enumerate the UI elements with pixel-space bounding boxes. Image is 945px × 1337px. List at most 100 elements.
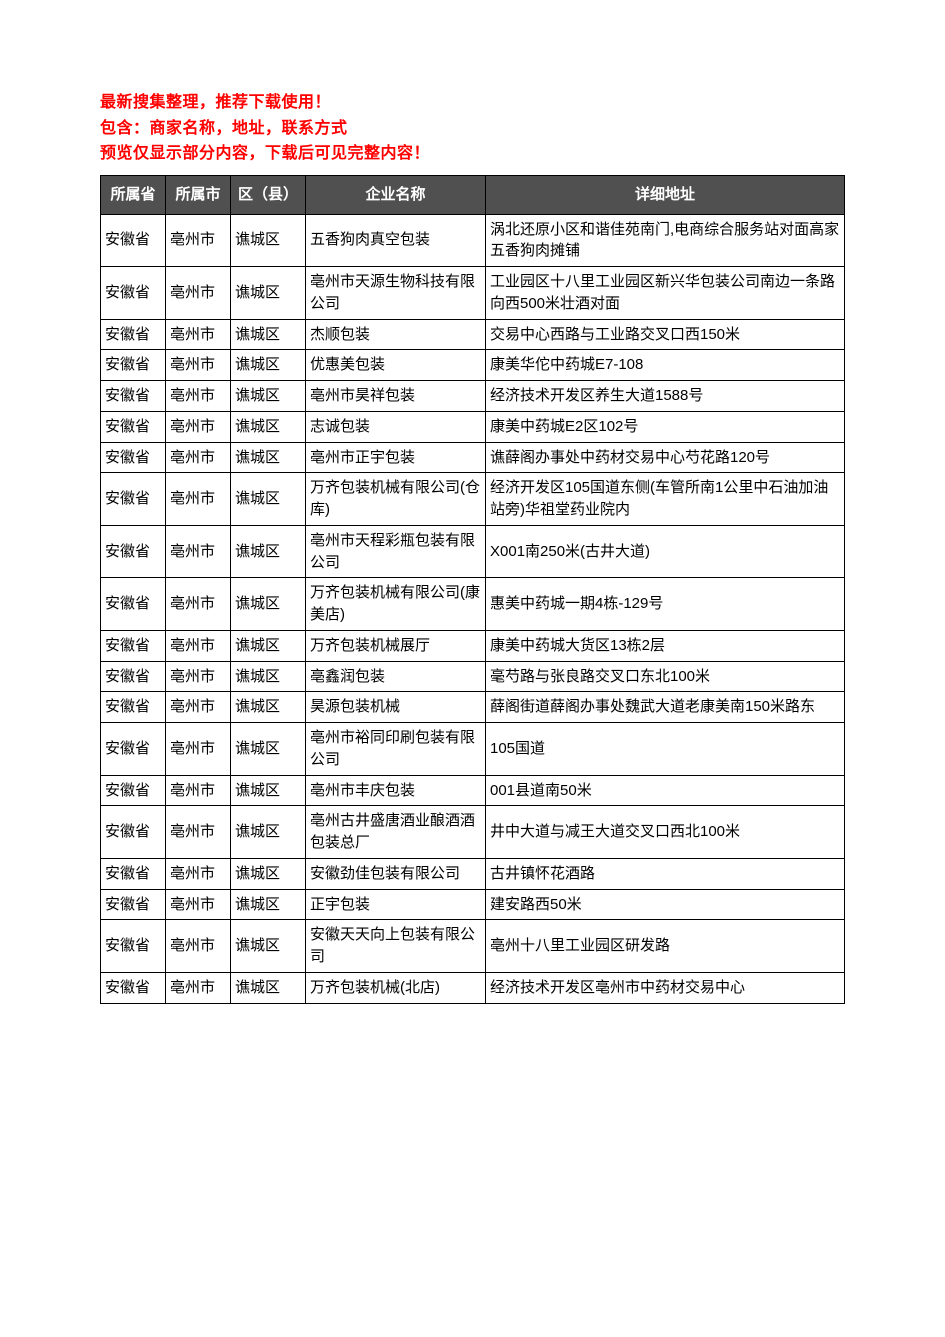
table-cell: 谯城区	[231, 473, 306, 526]
col-header-address: 详细地址	[486, 175, 845, 214]
table-cell: 安徽省	[101, 267, 166, 320]
table-cell: 谯城区	[231, 319, 306, 350]
table-cell: 谯城区	[231, 775, 306, 806]
table-cell: 安徽省	[101, 442, 166, 473]
table-row: 安徽省亳州市谯城区亳鑫润包装毫芍路与张良路交叉口东北100米	[101, 661, 845, 692]
header-line-3: 预览仅显示部分内容，下载后可见完整内容！	[100, 141, 845, 167]
table-cell: 谯城区	[231, 411, 306, 442]
table-row: 安徽省亳州市谯城区杰顺包装交易中心西路与工业路交叉口西150米	[101, 319, 845, 350]
table-cell: 井中大道与减王大道交叉口西北100米	[486, 806, 845, 859]
table-row: 安徽省亳州市谯城区万齐包装机械有限公司(仓库)经济开发区105国道东侧(车管所南…	[101, 473, 845, 526]
table-row: 安徽省亳州市谯城区亳州市正宇包装谯薛阁办事处中药材交易中心芍花路120号	[101, 442, 845, 473]
table-row: 安徽省亳州市谯城区亳州市天程彩瓶包装有限公司X001南250米(古井大道)	[101, 525, 845, 578]
table-cell: 谯城区	[231, 692, 306, 723]
table-cell: 谯城区	[231, 442, 306, 473]
table-cell: 安徽省	[101, 920, 166, 973]
col-header-province: 所属省	[101, 175, 166, 214]
table-cell: 安徽省	[101, 889, 166, 920]
table-cell: 亳州市昊祥包装	[306, 381, 486, 412]
table-cell: 安徽省	[101, 806, 166, 859]
table-cell: 安徽省	[101, 775, 166, 806]
table-cell: 亳州市	[166, 319, 231, 350]
table-cell: 亳州市	[166, 775, 231, 806]
table-cell: 亳州市	[166, 630, 231, 661]
table-cell: 古井镇怀花酒路	[486, 858, 845, 889]
table-cell: 志诚包装	[306, 411, 486, 442]
table-cell: 康美中药城E2区102号	[486, 411, 845, 442]
table-cell: 谯薛阁办事处中药材交易中心芍花路120号	[486, 442, 845, 473]
table-cell: 五香狗肉真空包装	[306, 214, 486, 267]
table-cell: 亳鑫润包装	[306, 661, 486, 692]
table-cell: 建安路西50米	[486, 889, 845, 920]
table-row: 安徽省亳州市谯城区亳州市裕同印刷包装有限公司105国道	[101, 723, 845, 776]
table-cell: 薛阁街道薛阁办事处魏武大道老康美南150米路东	[486, 692, 845, 723]
table-cell: 谯城区	[231, 889, 306, 920]
table-cell: 谯城区	[231, 350, 306, 381]
table-cell: 安徽省	[101, 350, 166, 381]
table-cell: 亳州市	[166, 578, 231, 631]
table-cell: 谯城区	[231, 806, 306, 859]
table-cell: 惠美中药城一期4栋-129号	[486, 578, 845, 631]
table-row: 安徽省亳州市谯城区万齐包装机械有限公司(康美店)惠美中药城一期4栋-129号	[101, 578, 845, 631]
table-cell: 亳州市	[166, 525, 231, 578]
table-cell: 昊源包装机械	[306, 692, 486, 723]
table-cell: 万齐包装机械展厅	[306, 630, 486, 661]
table-cell: 亳州市	[166, 806, 231, 859]
table-cell: 工业园区十八里工业园区新兴华包装公司南边一条路向西500米壮酒对面	[486, 267, 845, 320]
table-cell: 亳州市	[166, 350, 231, 381]
table-row: 安徽省亳州市谯城区亳州市丰庆包装001县道南50米	[101, 775, 845, 806]
table-cell: 经济技术开发区亳州市中药材交易中心	[486, 972, 845, 1003]
table-cell: 亳州市	[166, 692, 231, 723]
table-cell: 康美华佗中药城E7-108	[486, 350, 845, 381]
table-cell: 安徽劲佳包装有限公司	[306, 858, 486, 889]
table-cell: 安徽省	[101, 578, 166, 631]
table-cell: 亳州市	[166, 473, 231, 526]
table-cell: 安徽省	[101, 381, 166, 412]
table-cell: 安徽省	[101, 858, 166, 889]
table-cell: 正宇包装	[306, 889, 486, 920]
table-cell: 谯城区	[231, 381, 306, 412]
table-cell: 谯城区	[231, 858, 306, 889]
table-cell: 105国道	[486, 723, 845, 776]
table-cell: 安徽天天向上包装有限公司	[306, 920, 486, 973]
table-cell: 亳州市	[166, 661, 231, 692]
table-cell: 亳州市	[166, 858, 231, 889]
header-line-1: 最新搜集整理，推荐下载使用！	[100, 90, 845, 116]
table-row: 安徽省亳州市谯城区正宇包装建安路西50米	[101, 889, 845, 920]
table-cell: 亳州市	[166, 889, 231, 920]
table-cell: 万齐包装机械有限公司(康美店)	[306, 578, 486, 631]
table-row: 安徽省亳州市谯城区亳州市昊祥包装经济技术开发区养生大道1588号	[101, 381, 845, 412]
table-cell: 经济开发区105国道东侧(车管所南1公里中石油加油站旁)华祖堂药业院内	[486, 473, 845, 526]
table-cell: 毫芍路与张良路交叉口东北100米	[486, 661, 845, 692]
table-cell: 康美中药城大货区13栋2层	[486, 630, 845, 661]
table-cell: 安徽省	[101, 411, 166, 442]
table-row: 安徽省亳州市谯城区亳州市天源生物科技有限公司工业园区十八里工业园区新兴华包装公司…	[101, 267, 845, 320]
table-cell: 亳州市丰庆包装	[306, 775, 486, 806]
table-header-row: 所属省 所属市 区（县） 企业名称 详细地址	[101, 175, 845, 214]
table-cell: 亳州市	[166, 267, 231, 320]
table-cell: 亳州十八里工业园区研发路	[486, 920, 845, 973]
header-line-2: 包含：商家名称，地址，联系方式	[100, 116, 845, 142]
table-cell: 亳州市	[166, 442, 231, 473]
table-cell: 交易中心西路与工业路交叉口西150米	[486, 319, 845, 350]
table-cell: 优惠美包装	[306, 350, 486, 381]
table-row: 安徽省亳州市谯城区安徽劲佳包装有限公司古井镇怀花酒路	[101, 858, 845, 889]
table-cell: 谯城区	[231, 972, 306, 1003]
table-cell: 001县道南50米	[486, 775, 845, 806]
table-cell: 亳州市	[166, 381, 231, 412]
data-table: 所属省 所属市 区（县） 企业名称 详细地址 安徽省亳州市谯城区五香狗肉真空包装…	[100, 175, 845, 1004]
table-cell: 谯城区	[231, 214, 306, 267]
table-cell: 亳州市	[166, 723, 231, 776]
table-row: 安徽省亳州市谯城区志诚包装康美中药城E2区102号	[101, 411, 845, 442]
col-header-district: 区（县）	[231, 175, 306, 214]
table-row: 安徽省亳州市谯城区昊源包装机械薛阁街道薛阁办事处魏武大道老康美南150米路东	[101, 692, 845, 723]
table-cell: 谯城区	[231, 267, 306, 320]
table-cell: 谯城区	[231, 920, 306, 973]
table-cell: X001南250米(古井大道)	[486, 525, 845, 578]
table-cell: 亳州市	[166, 920, 231, 973]
header-block: 最新搜集整理，推荐下载使用！ 包含：商家名称，地址，联系方式 预览仅显示部分内容…	[100, 90, 845, 167]
table-cell: 亳州市	[166, 411, 231, 442]
table-cell: 安徽省	[101, 692, 166, 723]
table-cell: 安徽省	[101, 630, 166, 661]
table-cell: 安徽省	[101, 972, 166, 1003]
